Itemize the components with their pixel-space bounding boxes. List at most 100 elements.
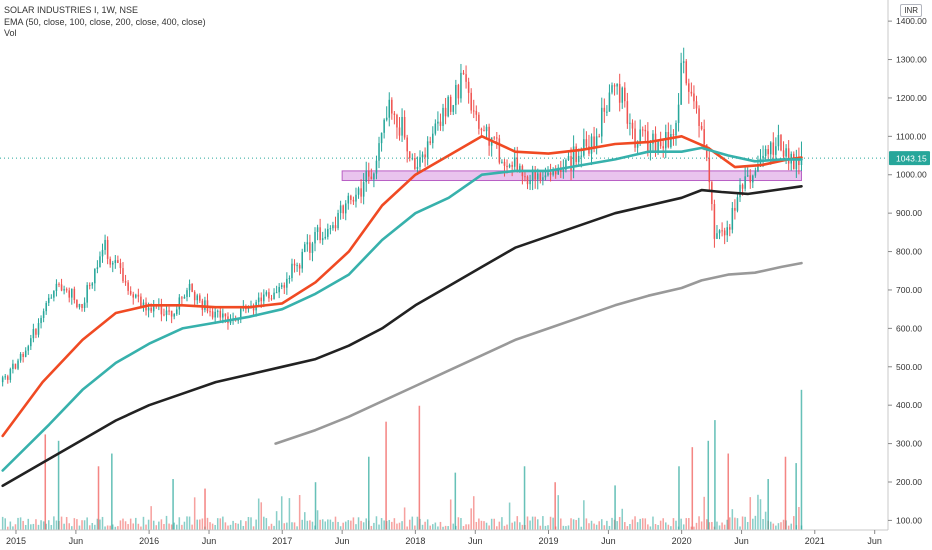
volume-bar	[787, 525, 790, 530]
candle-body	[142, 302, 145, 308]
legend-ema[interactable]: EMA (50, close, 100, close, 200, close, …	[4, 16, 206, 27]
volume-bar	[411, 516, 414, 530]
volume-bar	[158, 521, 160, 530]
candle	[588, 134, 590, 157]
volume-bar	[350, 520, 352, 530]
volume-spike	[691, 447, 694, 530]
volume-bar	[342, 522, 344, 530]
candle	[211, 307, 214, 320]
price-tick-label: 800.00	[896, 247, 922, 257]
candle-body	[347, 195, 350, 204]
candle	[73, 286, 76, 304]
candle-body	[613, 85, 616, 87]
candle-body	[163, 314, 165, 316]
volume-bar	[670, 526, 672, 530]
candle-body	[772, 142, 775, 155]
candle	[365, 161, 367, 192]
candle	[193, 290, 196, 307]
candle-body	[283, 285, 286, 288]
volume-bar	[1, 516, 4, 530]
volume-bar	[723, 524, 726, 530]
candle	[199, 293, 201, 303]
candle	[165, 305, 168, 322]
candle	[111, 260, 114, 273]
candle	[344, 200, 347, 221]
volume-bar	[521, 524, 524, 530]
volume-bar	[117, 526, 119, 530]
candle-body	[4, 376, 6, 378]
candle-body	[273, 292, 275, 299]
candle-body	[580, 155, 583, 157]
volume-bar	[55, 520, 58, 530]
candle-body	[73, 288, 76, 300]
volume-bar	[585, 518, 588, 530]
legend-symbol[interactable]: SOLAR INDUSTRIES I, 1W, NSE	[4, 5, 139, 15]
candle	[327, 223, 329, 240]
volume-bar	[96, 518, 99, 530]
candle-body	[600, 107, 603, 137]
currency-button[interactable]: INR	[900, 4, 922, 17]
volume-bar	[421, 524, 424, 530]
candle	[467, 77, 470, 104]
volume-spike	[800, 389, 803, 530]
candle	[416, 156, 419, 176]
volume-bar	[165, 515, 168, 530]
candle	[782, 141, 785, 160]
candle	[439, 113, 442, 131]
candle	[81, 303, 83, 312]
volume-bar	[496, 526, 498, 530]
candle-body	[718, 230, 721, 234]
volume-bar	[219, 518, 222, 530]
candle	[585, 131, 588, 151]
candle-body	[672, 134, 675, 136]
volume-bar	[511, 522, 513, 530]
candle-body	[298, 265, 301, 269]
candle	[175, 306, 178, 316]
volume-bar	[452, 523, 455, 530]
candle	[603, 98, 606, 123]
volume-bar	[483, 521, 485, 530]
candle	[503, 158, 506, 177]
volume-bar	[705, 519, 708, 530]
candle-body	[506, 165, 508, 168]
candle	[775, 137, 777, 162]
volume-bar	[493, 518, 496, 530]
candle	[496, 132, 498, 149]
candle-body	[703, 129, 705, 145]
candle	[30, 334, 32, 350]
candle-body	[334, 225, 337, 229]
volume-bar	[37, 524, 40, 530]
candle	[347, 192, 350, 210]
volume-bar	[657, 525, 659, 530]
candle	[368, 162, 370, 184]
volume-bar	[549, 516, 552, 530]
candle	[342, 204, 344, 219]
volume-spike	[454, 472, 457, 530]
candle	[624, 82, 626, 108]
candle	[726, 220, 728, 242]
volume-bar	[580, 526, 583, 530]
candle	[744, 166, 746, 192]
candle-body	[731, 207, 734, 230]
candle	[96, 260, 99, 274]
volume-bar	[703, 496, 705, 530]
volume-bar	[575, 519, 577, 530]
legend-volume[interactable]: Vol	[4, 28, 17, 38]
candle-body	[403, 116, 406, 138]
candle-body	[396, 114, 398, 128]
volume-bar	[462, 525, 465, 530]
candle-body	[649, 143, 652, 152]
ema-400-line	[274, 261, 803, 445]
candle-body	[608, 92, 611, 112]
candle	[485, 124, 488, 139]
candle-body	[675, 122, 677, 136]
volume-bar	[618, 516, 621, 530]
candle	[129, 286, 132, 296]
candle-body	[222, 313, 224, 318]
candle-body	[736, 197, 739, 211]
volume-bar	[181, 524, 183, 530]
volume-bar	[27, 518, 30, 530]
candle	[608, 84, 611, 112]
candle-body	[63, 289, 65, 291]
